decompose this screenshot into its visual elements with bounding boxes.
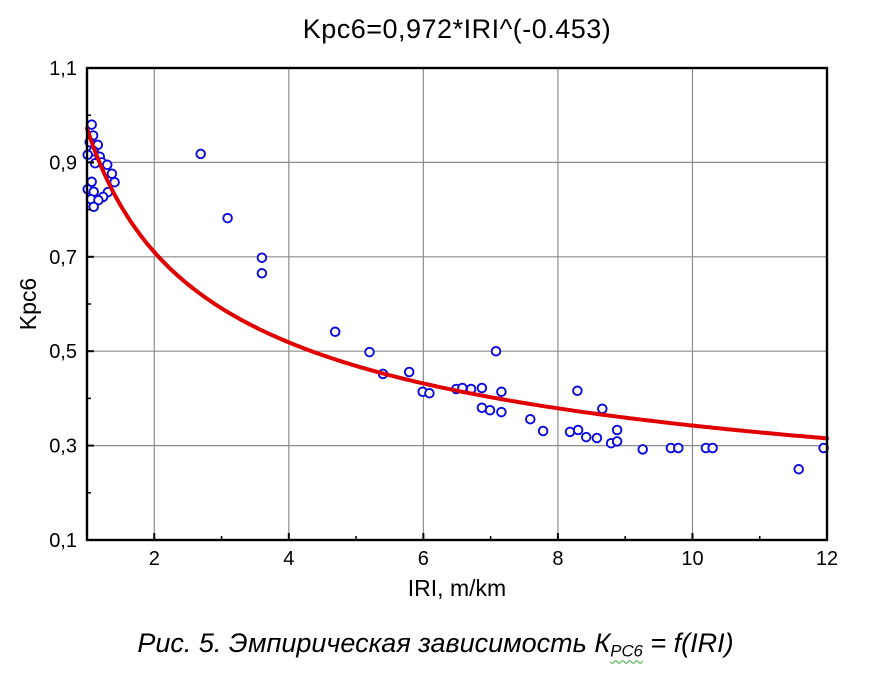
data-point — [591, 432, 603, 444]
caption-text: Рис. 5. Эмпирическая зависимость К — [137, 628, 611, 658]
data-point — [580, 431, 592, 443]
data-point — [611, 424, 623, 436]
scatter-chart: 2 4 6 8 10 12 1,1 0,9 0,7 0,5 0,3 0,1 IRI, m/km Kpc6 — [15, 58, 838, 601]
y-tick-label: 0,9 — [49, 152, 77, 174]
y-axis-title: Kpc6 — [15, 278, 41, 330]
data-point — [256, 252, 268, 263]
chart-title: Kpc6=0,972*IRI^(-0.453) — [302, 14, 612, 44]
y-tick-label: 0,5 — [49, 341, 77, 363]
y-tick-label: 0,1 — [49, 530, 77, 552]
x-tick-label: 4 — [283, 548, 294, 570]
x-tick-label: 12 — [816, 548, 838, 570]
data-point — [256, 268, 268, 279]
data-point — [707, 442, 718, 454]
y-tick-label: 0,3 — [49, 436, 77, 458]
data-point — [195, 148, 206, 160]
x-tick-label: 8 — [552, 548, 563, 570]
x-tick-label: 2 — [149, 548, 160, 570]
data-point — [403, 366, 415, 378]
data-point — [329, 326, 341, 338]
data-point — [484, 404, 496, 416]
grid-lines — [87, 68, 827, 540]
data-point — [424, 387, 435, 399]
figure-caption: Рис. 5. Эмпирическая зависимость КРС6 = … — [0, 628, 871, 662]
data-point — [611, 436, 623, 447]
data-point — [490, 345, 502, 357]
data-point — [88, 201, 99, 213]
data-point — [476, 382, 488, 394]
data-point — [572, 424, 584, 436]
data-point — [525, 413, 536, 425]
data-point — [106, 168, 118, 179]
plot-border — [85, 66, 829, 542]
data-point — [222, 212, 233, 224]
x-tick-label: 10 — [681, 548, 703, 570]
x-tick-label: 6 — [418, 548, 429, 570]
fit-curve — [85, 126, 829, 441]
caption-subscript: РС6 — [610, 641, 643, 661]
data-point — [364, 346, 375, 358]
data-point — [496, 406, 507, 418]
caption-suffix: = f(IRI) — [642, 628, 734, 658]
data-point — [793, 463, 804, 475]
data-point — [101, 159, 113, 171]
data-points — [82, 119, 829, 475]
axis-ticks — [87, 67, 828, 541]
data-point — [597, 403, 608, 415]
data-point — [637, 444, 648, 455]
y-tick-label: 0,7 — [49, 247, 77, 269]
data-point — [572, 385, 583, 397]
data-point — [537, 425, 549, 437]
y-tick-label: 1,1 — [49, 58, 77, 80]
data-point — [673, 442, 684, 454]
data-point — [496, 386, 507, 398]
x-axis-title: IRI, m/km — [408, 575, 506, 601]
